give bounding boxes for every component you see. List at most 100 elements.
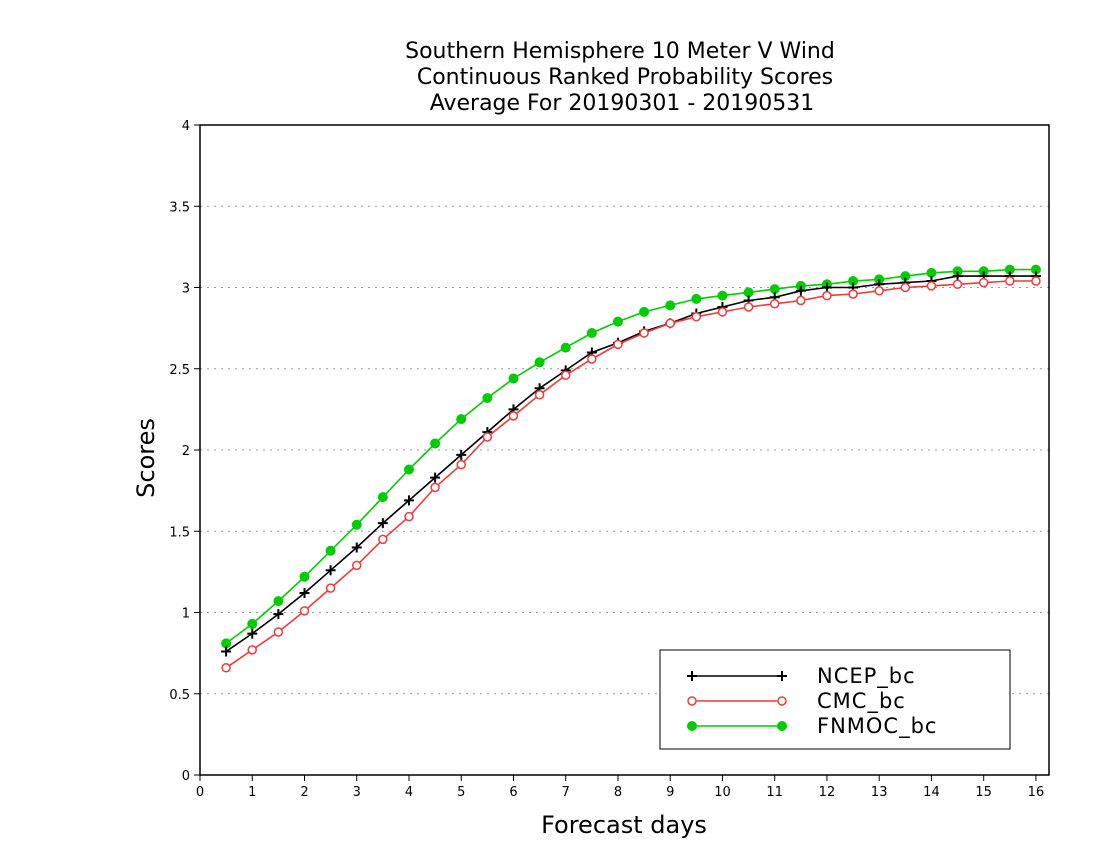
legend-box [659,649,1011,750]
legend-item-fnmoc-bc: FNMOC_bc [687,714,936,739]
title-line-2: Continuous Ranked Probability Scores [417,65,833,90]
data-point-cmc-bc [848,289,858,299]
x-tick-label: 16 [1028,785,1045,800]
data-point-cmc-bc [325,583,336,593]
title-line-1: Southern Hemisphere 10 Meter V Wind [405,39,835,64]
data-point-cmc-bc [769,299,780,309]
data-point-cmc-bc [482,432,493,442]
x-tick-label: 12 [819,785,836,800]
y-tick-label: 0.5 [169,688,190,703]
data-point-ncep-bc [952,271,963,282]
data-point-cmc-bc [404,511,414,522]
legend-marker [777,671,787,681]
series-fnmoc-bc [221,264,1041,649]
data-point-cmc-bc [508,411,519,421]
series-cmc-bc [221,276,1041,673]
data-point-fnmoc-bc [482,393,493,403]
x-axis-label: Forecast days [541,811,707,839]
data-point-cmc-bc [796,295,806,306]
series-line-cmc-bc [225,280,1036,669]
data-point-fnmoc-bc [377,492,388,503]
data-point-cmc-bc [351,560,362,571]
data-point-cmc-bc [691,312,702,322]
data-point-ncep-bc [795,285,806,296]
data-point-fnmoc-bc [299,571,310,582]
y-tick-label: 1 [182,607,190,622]
data-point-ncep-bc [351,542,362,553]
legend-item-cmc-bc: CMC_bc [687,689,905,714]
data-point-fnmoc-bc [403,464,414,475]
data-point-cmc-bc [874,286,884,296]
data-point-fnmoc-bc [534,357,545,368]
data-point-ncep-bc [377,518,388,529]
x-tick-label: 11 [766,785,783,800]
x-tick-label: 7 [562,785,570,800]
gridlines [200,205,1049,695]
x-tick-label: 5 [457,785,465,800]
data-point-ncep-bc [221,646,232,657]
data-point-cmc-bc [560,370,571,380]
legend-marker [777,696,787,706]
data-point-ncep-bc [247,628,258,639]
data-point-cmc-bc [534,390,545,400]
data-point-ncep-bc [273,609,284,620]
data-point-fnmoc-bc [247,618,258,629]
data-point-cmc-bc [978,277,989,288]
series-line-fnmoc-bc [225,268,1036,645]
x-tick-label: 2 [300,785,308,800]
y-tick-label: 0 [182,769,190,784]
y-tick-label: 2.5 [169,363,190,378]
data-point-cmc-bc [717,307,728,317]
legend-marker [687,696,697,706]
data-point-fnmoc-bc [508,373,519,384]
axis-ticks: 00.511.522.533.540 1 2 3 4 5 6 7 8 9 10 11 12 13 14 15 1… [169,119,1044,800]
data-point-ncep-bc [821,282,832,293]
legend-marker [687,671,697,681]
y-tick-label: 4 [182,119,190,134]
x-tick-label: 10 [714,785,731,800]
legend-marker [687,721,697,731]
y-axis-label: Scores [132,418,160,498]
x-tick-label: 1 [248,785,256,800]
x-tick-label: 4 [405,785,413,800]
data-point-cmc-bc [1031,276,1041,286]
data-point-cmc-bc [926,281,937,291]
data-point-cmc-bc [378,534,388,545]
x-tick-label: 14 [923,785,940,800]
data-point-fnmoc-bc [351,519,362,530]
data-point-cmc-bc [299,606,310,616]
data-point-ncep-bc [430,472,441,483]
data-point-fnmoc-bc [639,306,650,317]
chart-title: Southern Hemisphere 10 Meter V Wind Cont… [405,39,835,116]
x-tick-label: 15 [975,785,992,800]
data-point-ncep-bc [403,495,414,506]
data-point-cmc-bc [456,459,466,470]
data-point-cmc-bc [900,282,911,293]
x-tick-label: 9 [666,785,674,800]
y-tick-label: 3.5 [169,200,190,215]
data-point-cmc-bc [1005,276,1015,286]
x-tick-label: 13 [871,785,888,800]
data-point-cmc-bc [613,339,623,350]
y-tick-label: 3 [182,282,190,297]
x-tick-label: 6 [509,785,517,800]
series-ncep-bc [221,271,1041,657]
x-tick-label: 8 [614,785,622,800]
title-line-3: Average For 20190301 - 20190531 [430,91,815,116]
data-point-ncep-bc [299,588,310,598]
data-point-fnmoc-bc [665,300,676,311]
data-point-cmc-bc [221,663,231,673]
data-point-fnmoc-bc [560,342,571,353]
data-point-cmc-bc [587,354,597,364]
data-point-cmc-bc [247,645,257,655]
y-tick-label: 1.5 [169,525,190,540]
data-point-fnmoc-bc [586,328,597,338]
series-group [221,264,1041,673]
data-point-cmc-bc [952,279,963,289]
legend-label: NCEP_bc [817,664,916,689]
data-point-fnmoc-bc [612,316,623,327]
data-point-fnmoc-bc [717,290,728,301]
data-point-fnmoc-bc [430,438,441,449]
legend-item-ncep-bc: NCEP_bc [687,664,916,689]
